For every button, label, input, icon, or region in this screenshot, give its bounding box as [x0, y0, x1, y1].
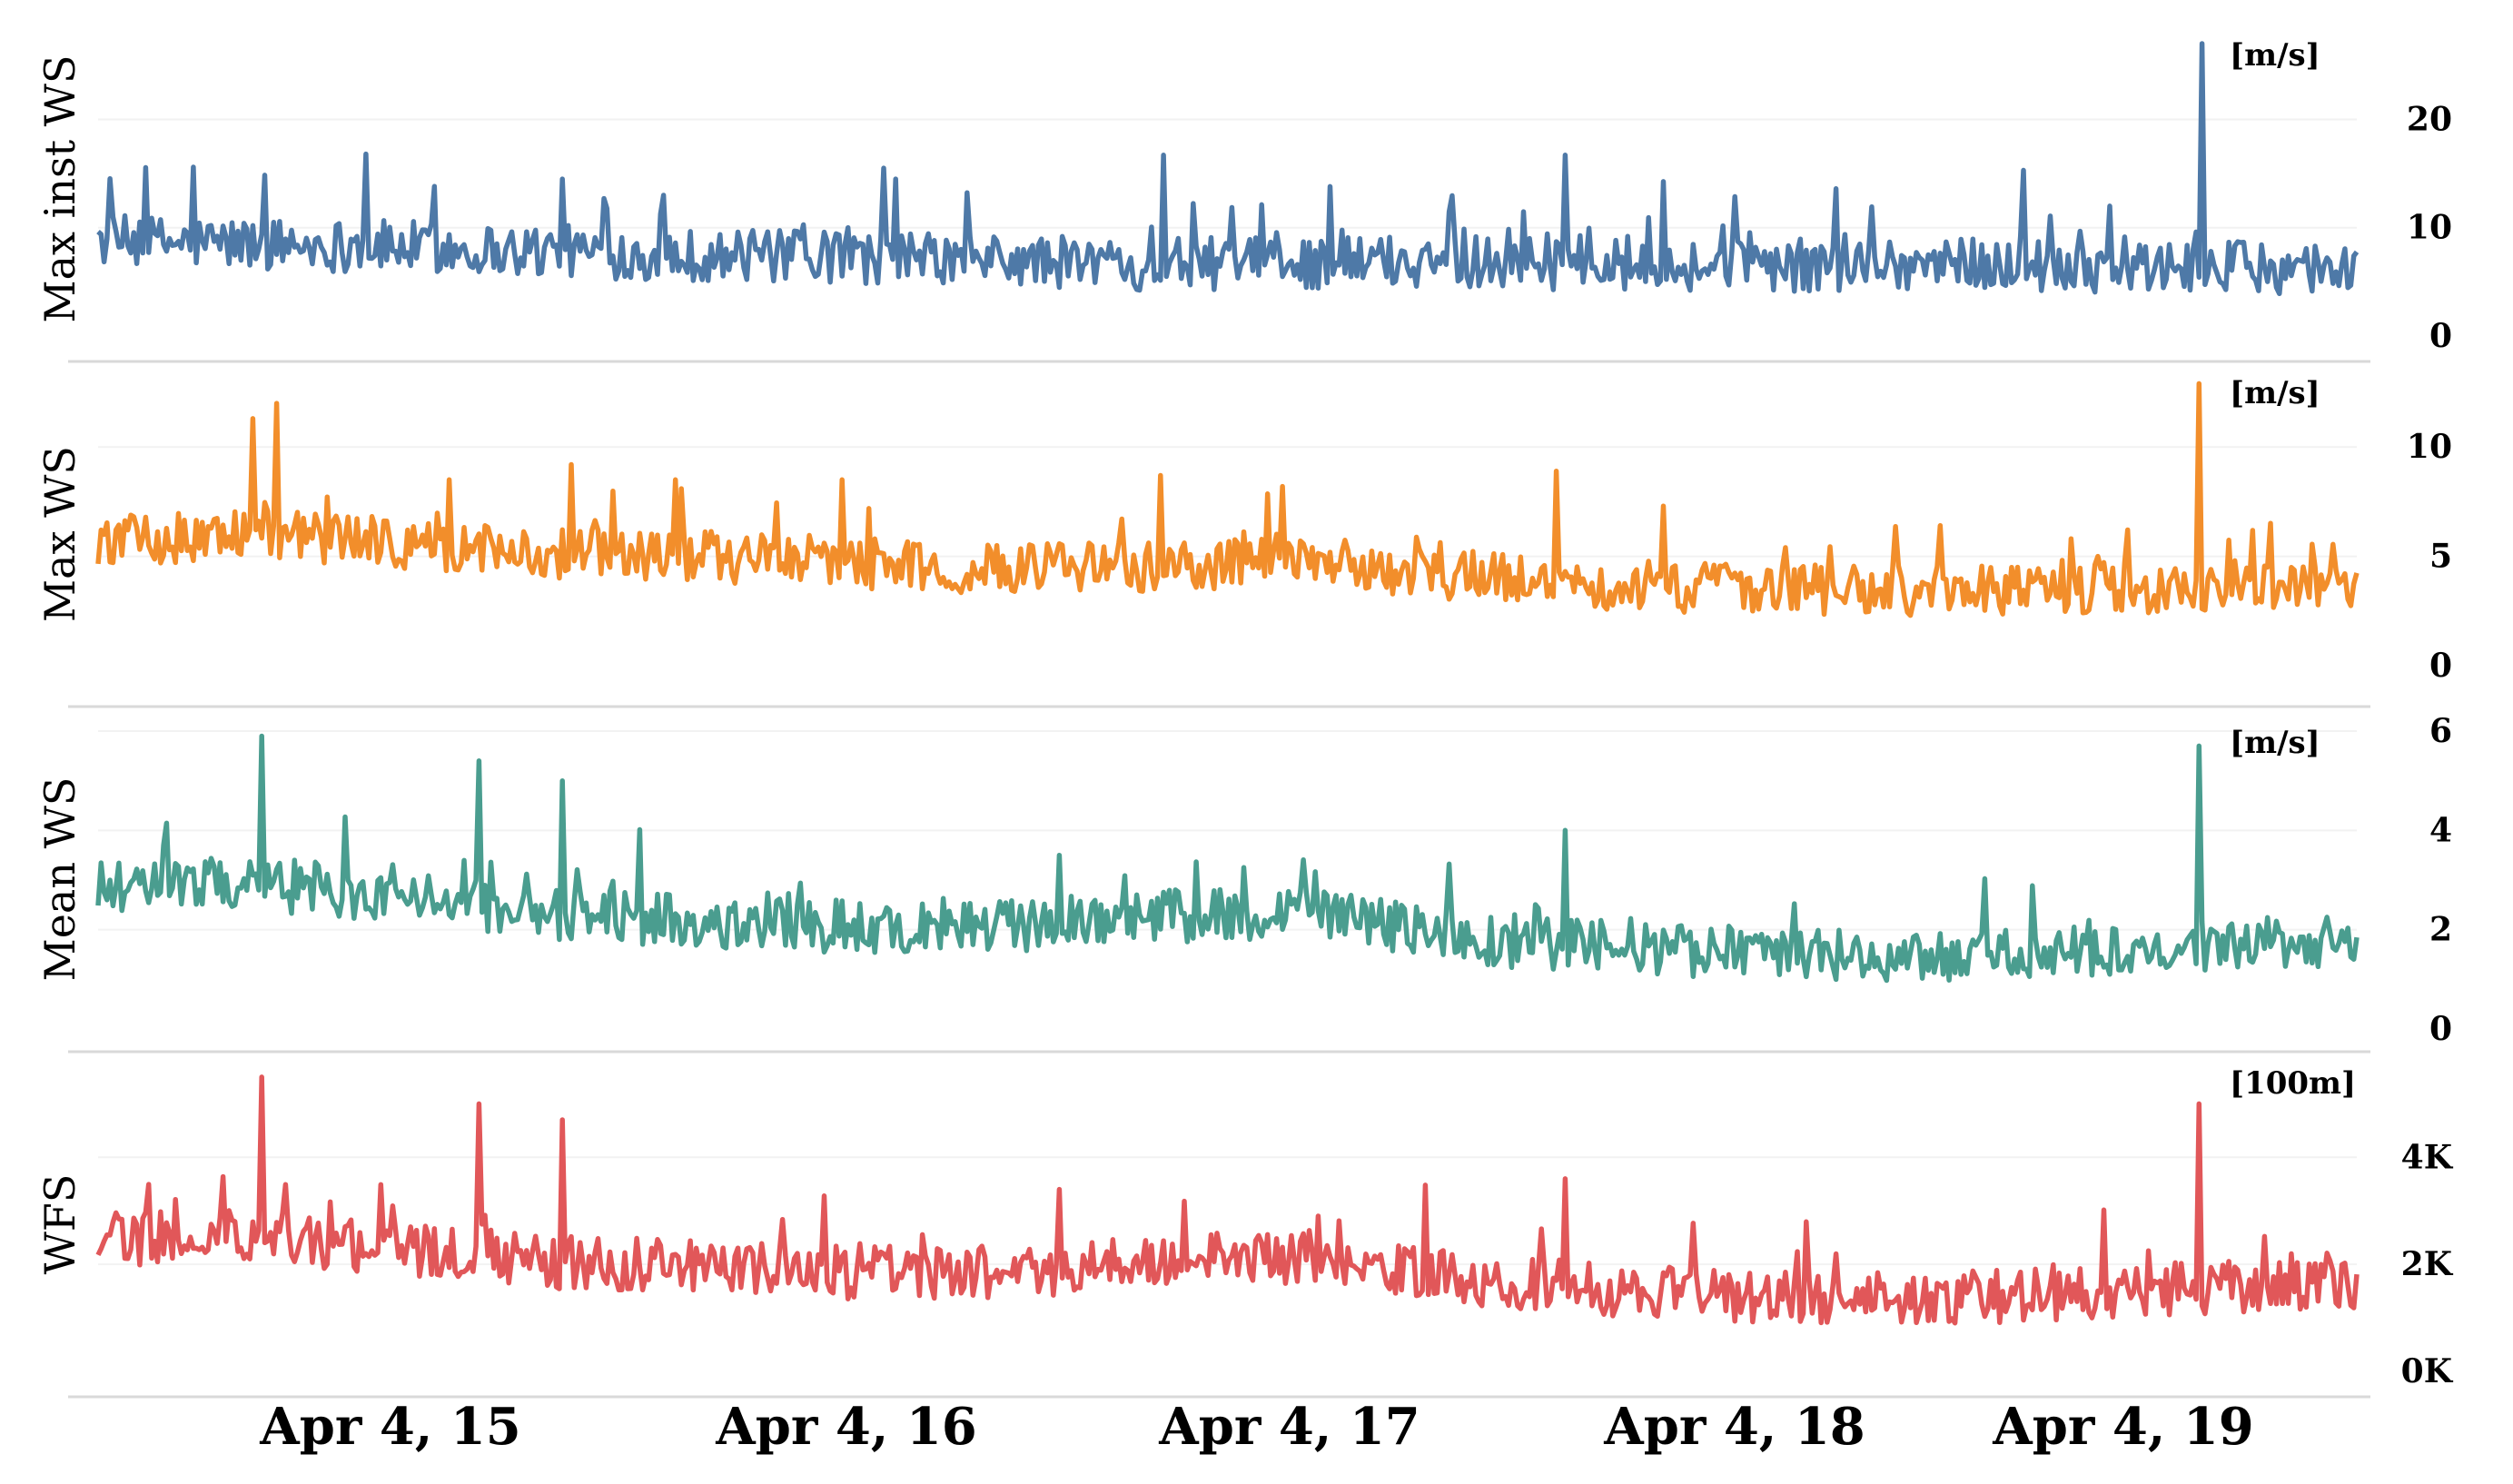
y-axis-label: WFS [35, 1174, 84, 1275]
series-line [95, 1074, 2360, 1326]
y-tick-label: 10 [2407, 428, 2452, 466]
series-line [95, 381, 2360, 618]
y-tick-label: 0 [2429, 317, 2452, 355]
y-tick-label: 6 [2429, 712, 2452, 750]
unit-label: [m/s] [2230, 725, 2320, 761]
x-tick-label: Apr 4, 18 [1603, 1397, 1865, 1457]
unit-label: [m/s] [2230, 37, 2320, 74]
y-tick-label: 4K [2401, 1138, 2454, 1176]
y-tick-label: 0K [2401, 1352, 2454, 1390]
y-tick-label: 2K [2401, 1245, 2454, 1283]
y-tick-label: 4 [2429, 811, 2452, 849]
y-tick-label: 20 [2407, 100, 2452, 138]
x-tick-label: Apr 4, 17 [1158, 1397, 1420, 1457]
series-line [95, 733, 2360, 984]
y-tick-label: 0 [2429, 647, 2452, 685]
y-axis-label: Max WS [35, 446, 84, 622]
unit-label: [100m] [2230, 1065, 2356, 1102]
y-tick-label: 5 [2429, 538, 2452, 576]
unit-label: [m/s] [2230, 375, 2320, 411]
y-tick-label: 2 [2429, 911, 2452, 949]
x-tick-label: Apr 4, 15 [259, 1397, 521, 1457]
series-line [96, 41, 2360, 297]
y-tick-label: 0 [2429, 1010, 2452, 1048]
y-axis-label: Max inst WS [35, 55, 84, 323]
y-tick-label: 10 [2407, 209, 2452, 247]
x-tick-label: Apr 4, 19 [1992, 1397, 2254, 1457]
x-tick-label: Apr 4, 16 [715, 1397, 977, 1457]
y-axis-label: Mean WS [35, 777, 84, 982]
